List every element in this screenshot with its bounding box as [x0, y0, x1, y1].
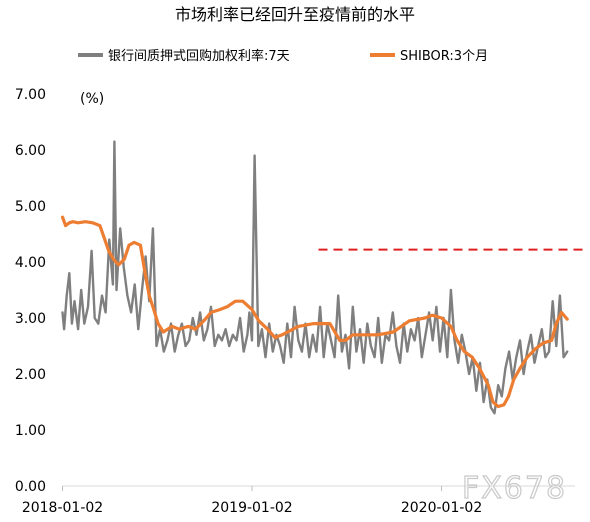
x-tick-label: 2020-01-02 — [401, 500, 482, 516]
legend: 银行间质押式回购加权利率:7天 SHIBOR:3个月 — [78, 48, 488, 64]
y-tick-label: 1.00 — [15, 423, 46, 439]
x-tick-label: 2019-01-02 — [211, 500, 292, 516]
x-axis: 2018-01-02 2019-01-02 2020-01-02 — [22, 485, 575, 516]
series-line-repo-rate — [61, 140, 569, 415]
series-line-shibor-3m — [60, 215, 569, 409]
y-tick-label: 5.00 — [15, 199, 46, 215]
y-tick-label: 2.00 — [15, 367, 46, 383]
y-tick-label: 7.00 — [15, 87, 46, 103]
series-layer — [60, 140, 588, 415]
y-tick-label: 6.00 — [15, 143, 46, 159]
legend-label-repo: 银行间质押式回购加权利率:7天 — [108, 48, 290, 64]
chart-title: 市场利率已经回升至疫情前的水平 — [175, 5, 415, 24]
y-tick-label: 4.00 — [15, 255, 46, 271]
y-tick-label: 3.00 — [15, 311, 46, 327]
legend-label-shibor: SHIBOR:3个月 — [400, 49, 488, 64]
y-tick-label: 0.00 — [15, 479, 46, 495]
y-axis-ticks: 7.00 6.00 5.00 4.00 3.00 2.00 1.00 0.00 — [15, 87, 46, 495]
watermark: FX678 — [462, 471, 567, 506]
y-axis-unit-label: (%) — [80, 91, 104, 107]
x-tick-label: 2018-01-02 — [22, 500, 103, 516]
